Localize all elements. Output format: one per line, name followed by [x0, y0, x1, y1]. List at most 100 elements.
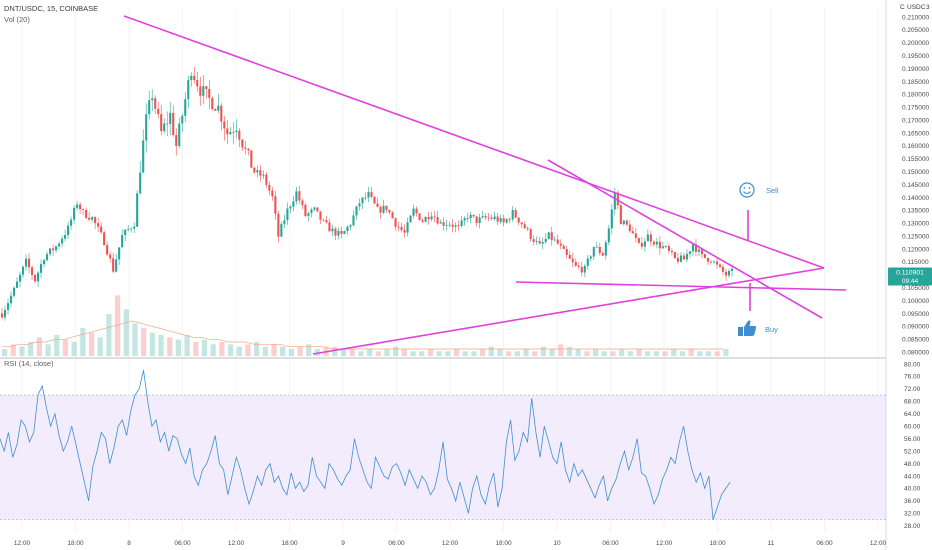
volume-bar-52	[453, 349, 460, 356]
volume-bar-57	[497, 349, 503, 356]
time-tick-label-2: 8	[127, 540, 131, 547]
volume-bar-59	[514, 351, 520, 356]
volume-bar-13	[114, 295, 121, 356]
candle-body-84	[253, 167, 256, 173]
volume-bar-82	[714, 351, 720, 356]
candle-body-159	[478, 217, 481, 224]
candle-body-6	[18, 274, 22, 282]
candle-body-150	[451, 224, 454, 227]
price-tick-label-5: 0.185000	[902, 79, 929, 86]
price-tick-label-25: 0.080000	[902, 349, 929, 356]
trendline-0	[123, 15, 825, 269]
buy-label: Buy	[765, 325, 778, 334]
price-tick-label-19: 0.115000	[902, 259, 929, 266]
candle-body-214	[643, 241, 646, 247]
candle-body-227	[682, 255, 685, 260]
candle-body-58	[175, 135, 178, 146]
candle-body-175	[526, 228, 529, 230]
candle-body-0	[0, 313, 4, 318]
volume-bar-11	[97, 337, 103, 356]
volume-bar-67	[584, 351, 590, 356]
volume-bar-12	[106, 314, 112, 356]
candle-body-32	[97, 223, 100, 227]
candle-body-92	[277, 213, 280, 237]
candle-body-195	[586, 258, 589, 266]
candle-body-4	[12, 287, 16, 296]
price-tick-label-22: 0.095000	[902, 311, 929, 318]
volume-bar-7	[62, 339, 69, 356]
price-tick-label-24: 0.085000	[902, 337, 929, 344]
price-tick-label-17: 0.125000	[902, 233, 929, 240]
rsi-tick-label-9: 44.00	[904, 473, 921, 480]
candle-body-128	[385, 205, 388, 211]
candle-body-185	[556, 239, 559, 244]
candle-body-155	[466, 218, 469, 219]
candle-body-3	[9, 295, 13, 304]
candle-body-17	[52, 248, 55, 251]
candle-body-193	[580, 266, 583, 273]
candle-body-133	[400, 226, 403, 231]
candle-body-137	[412, 208, 415, 216]
candle-body-98	[295, 191, 298, 202]
time-tick-label-8: 12:00	[442, 540, 459, 547]
candle-body-26	[79, 204, 82, 210]
candle-body-12	[36, 272, 40, 282]
volume-bar-81	[705, 351, 712, 356]
candle-body-235	[706, 257, 710, 262]
candle-body-173	[520, 222, 523, 225]
candle-body-119	[358, 203, 361, 207]
time-tick-label-11: 06:00	[602, 540, 619, 547]
candle-body-177	[532, 239, 535, 242]
candle-body-104	[313, 207, 316, 210]
volume-bar-83	[723, 349, 729, 356]
price-tick-label-7: 0.175000	[902, 105, 929, 112]
candle-body-209	[628, 224, 631, 232]
rsi-tick-label-3: 68.00	[904, 399, 921, 406]
rsi-tick-label-13: 28.00	[904, 523, 921, 530]
candle-body-162	[487, 217, 490, 219]
candle-body-19	[58, 243, 61, 247]
candle-body-222	[667, 246, 670, 251]
candle-body-75	[226, 128, 229, 135]
candle-body-122	[367, 192, 370, 198]
candle-body-24	[73, 207, 76, 220]
volume-bar-75	[653, 351, 659, 356]
volume-bar-56	[488, 346, 494, 356]
time-tick-label-15: 06:00	[816, 540, 833, 547]
candle-body-176	[529, 229, 532, 240]
time-tick-label-14: 11	[768, 540, 775, 547]
candle-body-231	[694, 244, 698, 252]
volume-bar-31	[271, 344, 277, 356]
candle-body-42	[127, 229, 130, 230]
volume-bar-62	[540, 346, 547, 356]
candle-body-7	[21, 266, 25, 275]
price-tick-label-9: 0.165000	[902, 130, 929, 137]
price-tick-label-4: 0.190000	[902, 66, 929, 73]
candle-body-94	[283, 220, 286, 224]
volume-bar-49	[427, 349, 434, 356]
rsi-layer	[0, 370, 731, 520]
smiley-eye-left	[743, 187, 746, 189]
volume-bar-40	[349, 349, 355, 356]
volume-bar-69	[601, 351, 607, 356]
candle-body-90	[271, 190, 274, 197]
volume-bar-33	[288, 349, 294, 356]
candle-body-186	[559, 243, 562, 246]
volume-bar-70	[610, 351, 616, 356]
volume-bar-66	[575, 349, 581, 356]
candle-body-197	[592, 246, 595, 257]
candle-body-111	[334, 228, 337, 236]
currency-label[interactable]: USDC	[907, 4, 926, 11]
candle-body-138	[415, 208, 418, 214]
volume-bar-26	[227, 344, 234, 356]
candle-body-66	[199, 86, 202, 96]
candle-body-79	[238, 130, 241, 140]
candle-body-76	[229, 132, 232, 135]
candle-body-237	[712, 261, 716, 263]
candle-body-183	[550, 232, 553, 241]
candle-body-125	[376, 203, 379, 207]
rsi-tick-label-5: 60.00	[904, 424, 921, 431]
candle-body-166	[499, 218, 502, 222]
volume-ma-line	[2, 320, 724, 350]
